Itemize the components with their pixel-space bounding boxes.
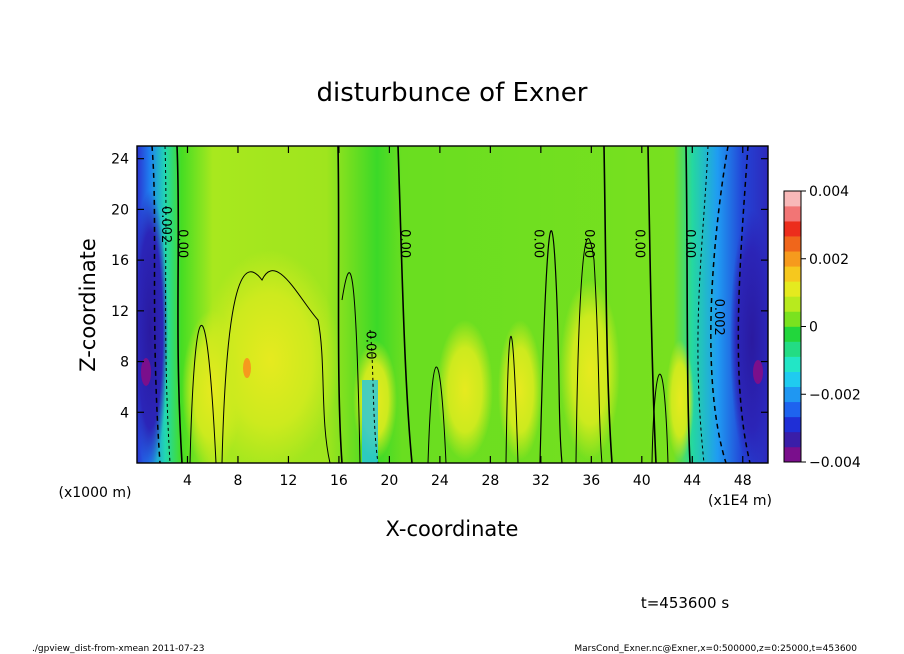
contour-label: 0.002 bbox=[711, 299, 726, 336]
contour-line bbox=[341, 272, 361, 463]
colorbar-cell bbox=[784, 431, 801, 448]
contour-label: 0.00 bbox=[363, 331, 378, 360]
contour-zero bbox=[647, 146, 657, 463]
x-tick-label: 44 bbox=[683, 473, 701, 489]
colorbar-cell bbox=[784, 371, 801, 388]
contour-lines bbox=[151, 146, 751, 463]
x-tick-label: 20 bbox=[380, 473, 398, 489]
colorbar-cell bbox=[784, 296, 801, 312]
colorbar-cell bbox=[784, 251, 801, 267]
y-tick-label: 4 bbox=[120, 405, 129, 421]
y-ticks: 4 8 12 16 20 24 bbox=[111, 152, 768, 421]
footer-left: ./gpview_dist-from-xmean 2011-07-23 bbox=[32, 644, 204, 654]
contour-line bbox=[539, 230, 563, 463]
colorbar: 0.004 0.002 0 −0.002 −0.004 bbox=[783, 184, 861, 471]
y-tick-label: 8 bbox=[120, 355, 129, 371]
x-tick-label: 4 bbox=[183, 473, 192, 489]
x-tick-label: 16 bbox=[330, 473, 348, 489]
positive-region-west-2 bbox=[182, 310, 242, 463]
footer-right: MarsCond_Exner.nc@Exner,x=0:500000,z=0:2… bbox=[574, 644, 857, 654]
max-patch bbox=[243, 358, 251, 378]
y-tick-label: 12 bbox=[111, 304, 129, 320]
contour-dashed-mid bbox=[369, 329, 379, 463]
contour-zero bbox=[685, 146, 691, 463]
contour-zero bbox=[397, 146, 413, 463]
x-axis-label: X-coordinate bbox=[386, 517, 519, 541]
y-tick-label: 16 bbox=[111, 253, 129, 269]
contour-dashed-east-3 bbox=[737, 146, 751, 463]
contour-line bbox=[221, 270, 331, 463]
colorbar-cell bbox=[784, 311, 801, 327]
colorbar-cell bbox=[784, 221, 801, 237]
time-annotation: t=453600 s bbox=[641, 594, 729, 612]
colorbar-cell bbox=[784, 356, 801, 372]
contour-label: 0.00 bbox=[631, 229, 646, 258]
negative-strip bbox=[362, 380, 378, 463]
colorbar-tick-label: −0.002 bbox=[809, 387, 861, 403]
y-axis-label: Z-coordinate bbox=[76, 238, 100, 372]
x-tick-label: 40 bbox=[633, 473, 651, 489]
contour-line bbox=[651, 373, 669, 463]
x-tick-label: 24 bbox=[431, 473, 449, 489]
colorbar-tick-label: 0 bbox=[809, 320, 818, 336]
positive-region-center-2 bbox=[498, 320, 542, 460]
contour-zero bbox=[603, 146, 613, 463]
colorbar-cell bbox=[784, 191, 801, 207]
x-tick-label: 48 bbox=[734, 473, 752, 489]
contour-dashed-east-2 bbox=[710, 146, 729, 463]
contour-line bbox=[575, 238, 603, 463]
contour-zero-west bbox=[176, 146, 183, 463]
y-tick-label: 24 bbox=[111, 152, 129, 168]
colorbar-tick-label: 0.004 bbox=[809, 184, 849, 200]
colorbar-cell bbox=[784, 281, 801, 297]
contour-line bbox=[189, 324, 217, 463]
contour-label: 0.00 bbox=[397, 229, 412, 258]
contour-label: 0.00 bbox=[581, 229, 596, 258]
min-east bbox=[753, 360, 763, 384]
colorbar-cell bbox=[784, 416, 801, 433]
colorbar-tick-label: 0.002 bbox=[809, 252, 849, 268]
x-tick-label: 12 bbox=[280, 473, 298, 489]
y-tick-label: 20 bbox=[111, 202, 129, 218]
plot-frame bbox=[136, 145, 769, 464]
x-tick-label: 28 bbox=[481, 473, 499, 489]
colorbar-cell bbox=[784, 386, 801, 403]
colorbar-cell bbox=[784, 326, 801, 342]
x-tick-label: 36 bbox=[582, 473, 600, 489]
contour-label: 0.00 bbox=[531, 229, 546, 258]
positive-region-east bbox=[560, 280, 620, 460]
chart-title: disturbunce of Exner bbox=[317, 78, 588, 108]
x-tick-label: 32 bbox=[532, 473, 550, 489]
colorbar-cell bbox=[784, 206, 801, 222]
colorbar-tick-label: −0.004 bbox=[809, 455, 861, 471]
positive-region-center bbox=[437, 320, 493, 460]
colorbar-cell bbox=[784, 446, 801, 463]
contour-label: 0.00 bbox=[682, 229, 697, 258]
x-tick-label: 8 bbox=[233, 473, 242, 489]
x-unit-label: (x1E4 m) bbox=[708, 493, 772, 509]
contour-line bbox=[427, 366, 447, 463]
colorbar-cells bbox=[784, 191, 801, 463]
y-unit-label: (x1000 m) bbox=[59, 485, 132, 501]
shaded-field bbox=[137, 146, 768, 463]
colorbar-cell bbox=[784, 266, 801, 282]
contour-zero bbox=[337, 146, 343, 463]
colorbar-cell bbox=[784, 401, 801, 418]
negative-core-west bbox=[137, 190, 168, 463]
x-ticks: 4 8 12 16 20 24 28 32 36 40 44 48 bbox=[183, 146, 752, 489]
contour-dashed-west-1 bbox=[151, 146, 161, 463]
contour-dashed-east-1 bbox=[697, 146, 709, 463]
contour-label: 0.00 bbox=[175, 229, 190, 258]
colorbar-cell bbox=[784, 236, 801, 252]
contour-label: 0.002 bbox=[158, 206, 173, 243]
colorbar-ticks: 0.004 0.002 0 −0.002 −0.004 bbox=[801, 184, 861, 471]
colorbar-cell bbox=[784, 341, 801, 357]
contour-line bbox=[505, 335, 519, 463]
contour-dashed-west-2 bbox=[164, 146, 171, 463]
min-west bbox=[141, 358, 151, 386]
